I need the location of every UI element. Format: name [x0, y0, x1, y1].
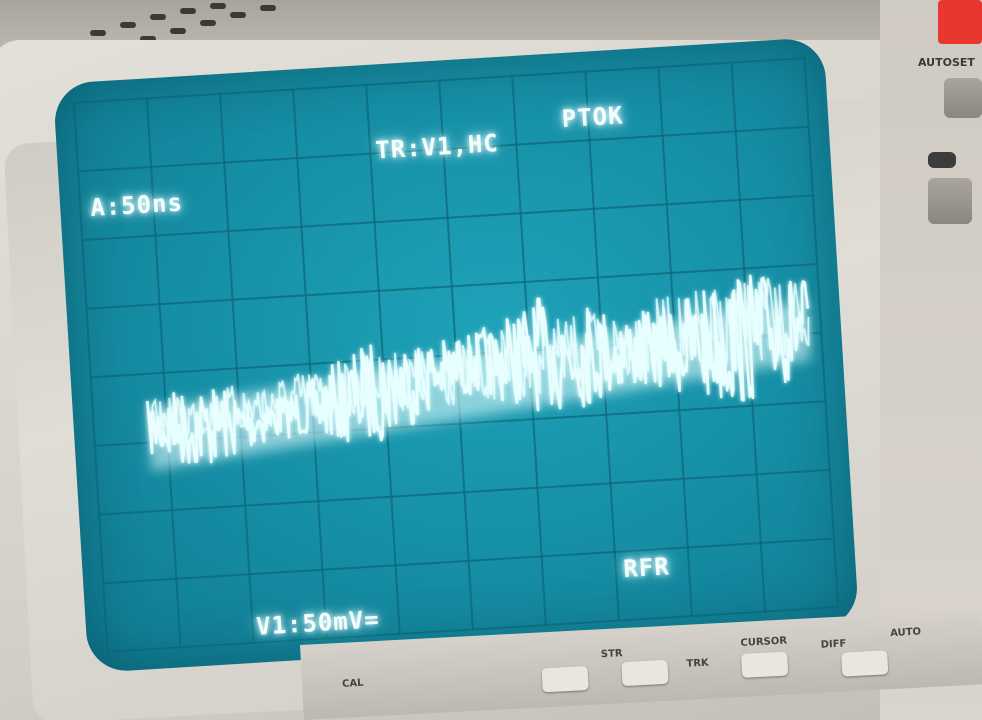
bottom-label: STR	[600, 648, 623, 661]
acquisition-mode-readout: RFR	[622, 552, 671, 584]
graticule-horizontal-line	[103, 537, 834, 585]
front-panel-key[interactable]	[541, 665, 589, 693]
bottom-label: CURSOR	[740, 635, 788, 649]
vent-slot	[120, 22, 136, 28]
graticule-horizontal-line	[86, 263, 818, 310]
signal-waveform	[145, 274, 810, 464]
timebase-readout: A:50ns	[89, 188, 184, 223]
bottom-label: DIFF	[820, 638, 847, 651]
graticule-horizontal-line	[73, 57, 805, 104]
graticule-horizontal-line	[107, 606, 839, 653]
vent-slot	[210, 3, 226, 9]
vent-slot	[260, 5, 276, 11]
graticule-horizontal-line	[82, 194, 813, 242]
bottom-label: TRK	[686, 657, 710, 670]
vent-slot	[150, 14, 166, 20]
graticule-horizontal-line	[78, 125, 809, 173]
vent-slot	[200, 20, 216, 26]
front-panel-key[interactable]	[841, 650, 889, 677]
graticule-vertical-line	[72, 102, 109, 652]
graticule-horizontal-line	[99, 468, 830, 516]
signal-trace	[145, 274, 810, 464]
crt-graticule-and-trace	[72, 57, 840, 653]
crt-screen: A:50ns TR:V1,HC PTOK RFR V1:50mV=	[52, 36, 860, 674]
signal-waveform-overlay	[147, 277, 810, 443]
control-knob[interactable]	[928, 178, 972, 224]
vent-slot	[180, 8, 196, 14]
power-button[interactable]	[938, 0, 982, 44]
front-control-panel	[880, 0, 982, 720]
vent-slot	[230, 12, 246, 18]
vent-slot	[140, 36, 156, 42]
bottom-label: CAL	[341, 677, 364, 690]
autoset-label: AUTOSET	[918, 56, 975, 69]
trigger-mode-readout: PTOK	[560, 101, 625, 134]
vent-slot	[170, 28, 186, 34]
indicator-switch[interactable]	[928, 152, 956, 168]
vent-slot	[90, 30, 106, 36]
front-panel-key[interactable]	[621, 659, 669, 687]
front-panel-key[interactable]	[741, 651, 789, 678]
autoset-button[interactable]	[944, 78, 982, 118]
bottom-label: AUTO	[889, 626, 922, 640]
